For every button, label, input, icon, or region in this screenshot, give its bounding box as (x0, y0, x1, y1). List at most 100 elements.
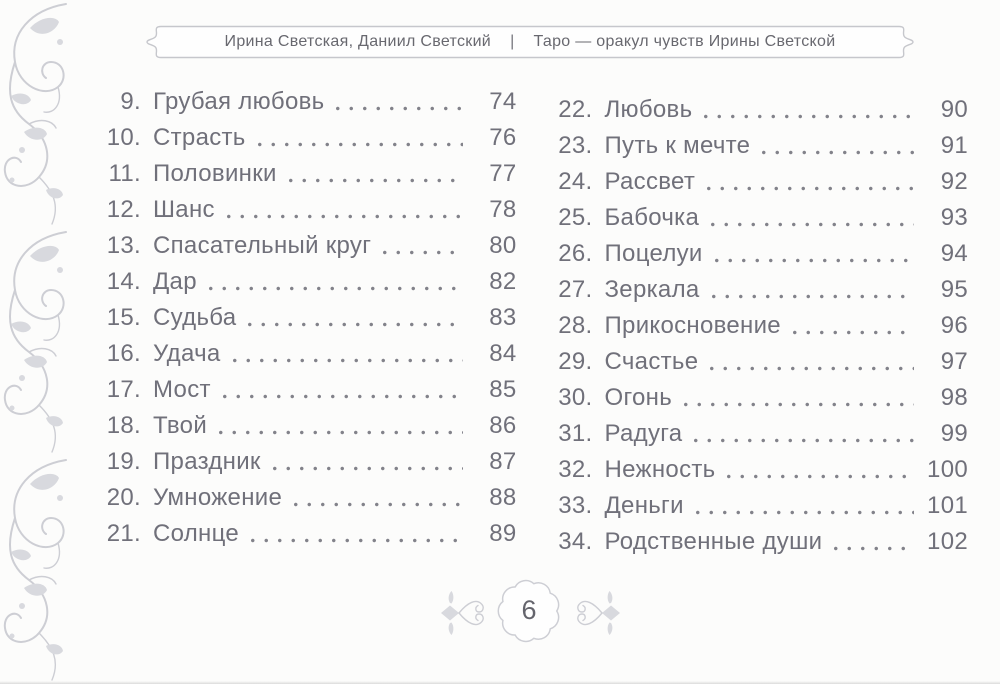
dot-leader (787, 308, 914, 344)
toc-entry-title: Прикосновение (604, 312, 781, 339)
toc-entry: 13. Спасательный круг 80 (95, 228, 517, 264)
dot-leader (829, 524, 914, 560)
toc-entry-page: 88 (489, 484, 517, 511)
toc-entry-title: Родственные души (604, 528, 823, 555)
toc-entry-page: 97 (940, 348, 968, 375)
toc-entry: 27. Зеркала 95 (547, 272, 969, 308)
toc-entry-title: Поцелуи (604, 240, 703, 267)
toc-entry-number: 19. (106, 448, 141, 475)
toc-entry-page: 89 (489, 520, 517, 547)
toc-entry: 16. Удача 84 (95, 336, 517, 372)
toc-entry-page: 91 (940, 132, 968, 159)
dot-leader (227, 336, 463, 372)
toc-entry: 26. Поцелуи 94 (547, 236, 969, 272)
dot-leader (722, 452, 914, 488)
header-authors: Ирина Светская, Даниил Светский (224, 32, 492, 50)
toc-entry-title: Деньги (604, 492, 684, 519)
dot-leader (267, 444, 463, 480)
dot-leader (690, 488, 914, 524)
toc-entry-title: Удача (153, 340, 221, 367)
header-ribbon: Ирина Светская, Даниил Светский | Таро —… (145, 24, 915, 60)
toc-entry-page: 93 (940, 204, 968, 231)
page-number: 6 (521, 594, 537, 625)
toc-column-left: 9. Грубая любовь 74 10. Страсть 76 11. Половинк… (95, 84, 517, 560)
toc-entry: 32. Нежность 100 (547, 452, 969, 488)
toc-entry-page: 84 (489, 340, 517, 367)
dot-leader (706, 272, 914, 308)
dot-leader (702, 164, 914, 200)
toc-entry-title: Радуга (604, 420, 683, 447)
toc-entry: 9. Грубая любовь 74 (95, 84, 517, 120)
toc-entry: 17. Мост 85 (95, 372, 517, 408)
toc-entry: 29. Счастье 97 (547, 344, 969, 380)
dot-leader (378, 228, 463, 264)
toc-entry-number: 29. (558, 348, 593, 375)
toc-entry-title: Твой (153, 412, 208, 439)
toc-entry-page: 74 (489, 88, 517, 115)
dot-leader (214, 408, 463, 444)
dot-leader (709, 236, 914, 272)
toc-entry-title: Умножение (153, 484, 283, 511)
toc-entry-number: 16. (106, 340, 141, 367)
toc-entry: 18. Твой 86 (95, 408, 517, 444)
toc-entry-title: Бабочка (604, 204, 700, 231)
toc-entry: 30. Огонь 98 (547, 380, 969, 416)
toc-entry-number: 31. (558, 420, 593, 447)
toc-entry-number: 17. (106, 376, 141, 403)
toc-entry-page: 95 (940, 276, 968, 303)
toc-entry: 20. Умножение 88 (95, 480, 517, 516)
toc-entry: 19. Праздник 87 (95, 444, 517, 480)
toc-entry-page: 82 (489, 268, 517, 295)
toc-entry-number: 23. (558, 132, 593, 159)
toc-entry-title: Нежность (604, 456, 716, 483)
dot-leader (679, 380, 914, 416)
toc-entry-number: 9. (120, 88, 141, 115)
toc-entry-title: Путь к мечте (604, 132, 751, 159)
toc-entry: 25. Бабочка 93 (547, 200, 969, 236)
page-number-badge: 6 (492, 574, 566, 648)
toc-entry-page: 98 (940, 384, 968, 411)
table-of-contents: 9. Грубая любовь 74 10. Страсть 76 11. Половинк… (95, 84, 968, 560)
toc-entry-page: 80 (489, 232, 517, 259)
toc-entry-page: 78 (489, 196, 517, 223)
toc-entry-number: 15. (106, 304, 141, 331)
toc-entry-page: 94 (940, 240, 968, 267)
dot-leader (705, 344, 914, 380)
toc-entry-page: 100 (927, 456, 968, 483)
toc-entry-number: 21. (106, 520, 141, 547)
toc-entry: 23. Путь к мечте 91 (547, 128, 969, 164)
toc-entry: 28. Прикосновение 96 (547, 308, 969, 344)
toc-entry-number: 22. (558, 96, 593, 123)
toc-entry-title: Половинки (153, 160, 277, 187)
toc-entry: 34. Родственные души 102 (547, 524, 969, 560)
toc-column-right: 22. Любовь 90 23. Путь к мечте 91 24. Рассвет 92… (547, 92, 969, 560)
toc-entry: 10. Страсть 76 (95, 120, 517, 156)
toc-entry-number: 33. (558, 492, 593, 519)
dot-leader (757, 128, 914, 164)
dot-leader (243, 300, 463, 336)
toc-entry-title: Зеркала (604, 276, 700, 303)
dot-leader (252, 120, 463, 156)
dot-leader (706, 200, 914, 236)
dot-leader (331, 84, 463, 120)
toc-entry-number: 18. (106, 412, 141, 439)
toc-entry-title: Судьба (153, 304, 237, 331)
dot-leader (221, 192, 463, 228)
toc-entry-number: 25. (558, 204, 593, 231)
dot-leader (217, 372, 463, 408)
toc-entry-title: Счастье (604, 348, 699, 375)
toc-entry-page: 87 (489, 448, 517, 475)
toc-entry-title: Любовь (604, 96, 693, 123)
toc-entry-number: 13. (106, 232, 141, 259)
running-head: Ирина Светская, Даниил Светский | Таро —… (145, 24, 915, 60)
dot-leader (246, 516, 463, 552)
toc-entry-page: 86 (489, 412, 517, 439)
toc-entry-page: 99 (940, 420, 968, 447)
toc-entry-title: Праздник (153, 448, 261, 475)
toc-entry-number: 14. (106, 268, 141, 295)
toc-entry-number: 10. (106, 124, 141, 151)
toc-entry-page: 83 (489, 304, 517, 331)
toc-entry-title: Грубая любовь (153, 88, 325, 115)
dot-leader (283, 156, 463, 192)
toc-entry-number: 11. (108, 160, 141, 187)
